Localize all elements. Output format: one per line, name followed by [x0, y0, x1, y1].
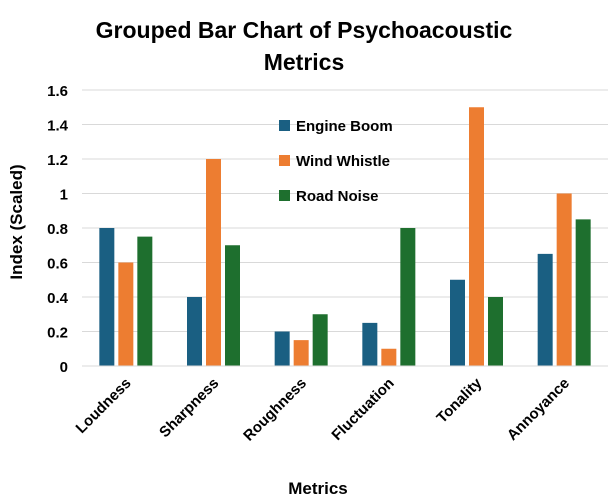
bar-engine-boom-tonality: [450, 279, 465, 366]
y-tick-label: 1: [60, 187, 68, 204]
legend-swatch: [279, 155, 290, 166]
bar-road-noise-fluctuation: [400, 228, 416, 366]
legend-swatch: [279, 120, 290, 131]
bar-road-noise-annoyance: [575, 219, 591, 366]
legend-label: Road Noise: [296, 188, 379, 205]
x-tick-label: Roughness: [240, 375, 310, 445]
y-tick-label: 0.8: [47, 221, 68, 238]
x-tick-label: Annoyance: [504, 375, 573, 444]
y-tick-label: 0.6: [47, 256, 68, 273]
chart-title: Grouped Bar Chart of Psychoacoustic Metr…: [0, 14, 608, 78]
x-axis-ticks: Loudness Sharpness Roughness Fluctuation Ton…: [73, 374, 573, 444]
bar-wind-whistle-tonality: [469, 107, 484, 366]
y-tick-label: 1.2: [47, 152, 68, 169]
y-tick-label: 0.2: [47, 325, 68, 342]
bar-road-noise-loudness: [137, 236, 153, 366]
bar-engine-boom-annoyance: [537, 253, 553, 366]
bar-road-noise-tonality: [488, 297, 503, 366]
bar-road-noise-roughness: [312, 314, 328, 366]
x-tick-label: Fluctuation: [328, 375, 397, 444]
y-tick-label: 0: [60, 359, 68, 376]
y-tick-label: 0.4: [47, 290, 69, 307]
legend: Engine Boom Wind Whistle Road Noise: [279, 118, 393, 205]
bar-wind-whistle-annoyance: [556, 193, 572, 366]
bar-engine-boom-roughness: [274, 331, 290, 366]
y-axis-label: Index (Scaled): [7, 164, 26, 279]
x-tick-label: Tonality: [433, 374, 485, 426]
legend-swatch: [279, 190, 290, 201]
bar-wind-whistle-roughness: [293, 340, 309, 366]
x-tick-label: Loudness: [73, 375, 135, 437]
y-tick-label: 1.6: [47, 83, 68, 100]
legend-label: Wind Whistle: [296, 153, 390, 170]
bars: [99, 107, 591, 366]
chart-title-line-1: Grouped Bar Chart of Psychoacoustic: [95, 17, 513, 43]
x-axis-label: Metrics: [288, 479, 348, 498]
chart-title-line-2: Metrics: [263, 49, 345, 75]
x-tick-label: Sharpness: [156, 375, 222, 441]
gridlines: [82, 89, 608, 332]
bar-wind-whistle-sharpness: [206, 159, 221, 366]
bar-wind-whistle-loudness: [118, 262, 134, 366]
bar-engine-boom-sharpness: [187, 297, 202, 366]
bar-engine-boom-fluctuation: [362, 322, 378, 366]
bar-wind-whistle-fluctuation: [381, 348, 397, 366]
y-axis-ticks: 0 0.2 0.4 0.6 0.8 1 1.2 1.4 1.6: [47, 83, 69, 376]
y-tick-label: 1.4: [47, 118, 69, 135]
bar-engine-boom-loudness: [99, 228, 115, 366]
bar-road-noise-sharpness: [225, 245, 240, 366]
legend-label: Engine Boom: [296, 118, 393, 135]
